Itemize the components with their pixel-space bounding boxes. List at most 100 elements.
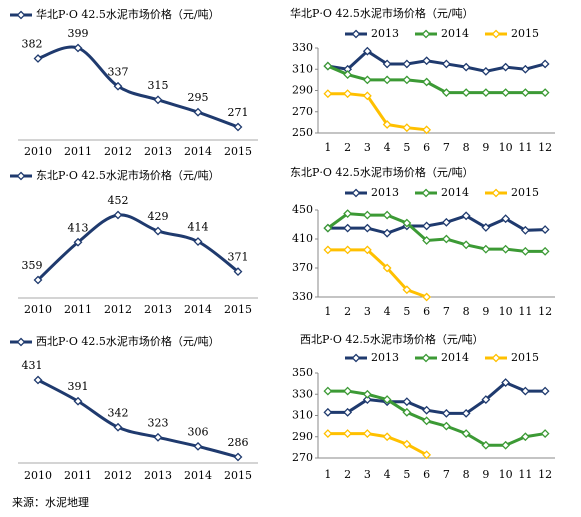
- legend-label: 2015: [511, 351, 539, 364]
- marker: [343, 429, 353, 438]
- x-tick-label: 11: [518, 141, 532, 154]
- marker: [461, 240, 471, 250]
- data-label: 414: [188, 221, 209, 234]
- marker: [343, 386, 353, 396]
- marker: [382, 210, 392, 220]
- marker: [540, 246, 550, 256]
- marker: [362, 46, 372, 56]
- marker: [520, 64, 530, 74]
- marker: [540, 429, 550, 438]
- data-label: 323: [148, 416, 169, 429]
- marker: [382, 263, 392, 273]
- marker: [422, 77, 432, 87]
- chart-title: 西北P·O 42.5水泥市场价格（元/吨）: [300, 332, 484, 346]
- marker: [422, 450, 432, 460]
- x-tick-label: 8: [463, 141, 470, 154]
- y-tick-label: 270: [292, 451, 313, 464]
- x-tick-label: 11: [518, 305, 532, 318]
- marker: [362, 245, 372, 255]
- marker: [323, 386, 333, 396]
- marker: [351, 188, 361, 198]
- marker: [382, 228, 392, 238]
- marker: [382, 75, 392, 85]
- marker: [16, 171, 26, 181]
- marker: [233, 267, 243, 277]
- marker: [402, 285, 412, 295]
- legend-label: 西北P·O 42.5水泥市场价格（元/吨）: [36, 334, 220, 348]
- data-label: 382: [22, 37, 43, 50]
- x-tick-label: 4: [384, 468, 391, 481]
- data-label: 315: [148, 79, 169, 92]
- x-tick-label: 2: [344, 468, 351, 481]
- y-tick-label: 270: [292, 105, 313, 118]
- marker: [16, 337, 26, 347]
- marker: [501, 440, 511, 450]
- marker: [422, 292, 432, 302]
- marker: [343, 209, 353, 219]
- marker: [193, 441, 203, 451]
- x-tick-label: 5: [403, 141, 410, 154]
- x-tick-label: 1: [324, 305, 331, 318]
- marker: [323, 61, 333, 71]
- marker: [461, 88, 471, 98]
- marker: [323, 89, 333, 99]
- x-tick-label: 2010: [24, 469, 52, 482]
- legend-label: 2013: [371, 27, 399, 40]
- x-tick-label: 6: [423, 468, 430, 481]
- x-tick-label: 12: [538, 468, 552, 481]
- y-tick-label: 450: [292, 203, 313, 216]
- y-tick-label: 370: [292, 261, 313, 274]
- y-tick-label: 410: [292, 232, 313, 245]
- series-line: [327, 380, 546, 415]
- marker: [481, 222, 491, 232]
- y-tick-label: 290: [292, 84, 313, 97]
- marker: [323, 429, 333, 438]
- marker: [153, 226, 163, 236]
- marker: [520, 88, 530, 98]
- marker: [362, 223, 372, 233]
- marker: [422, 416, 432, 426]
- marker: [540, 225, 550, 234]
- y-tick-label: 310: [292, 409, 313, 422]
- marker: [422, 236, 432, 245]
- legend-label: 2014: [441, 27, 469, 40]
- marker: [343, 89, 353, 99]
- x-tick-label: 8: [463, 468, 470, 481]
- marker: [193, 237, 203, 246]
- x-tick-label: 9: [482, 141, 489, 154]
- marker: [491, 188, 501, 198]
- data-label: 359: [22, 259, 43, 272]
- x-tick-label: 2014: [184, 145, 212, 158]
- marker: [33, 54, 43, 63]
- marker: [153, 432, 163, 442]
- marker: [441, 421, 451, 431]
- marker: [520, 432, 530, 442]
- marker: [343, 223, 353, 233]
- series-line: [36, 213, 239, 282]
- marker: [382, 59, 392, 69]
- x-tick-label: 4: [384, 305, 391, 318]
- data-label: 371: [228, 251, 249, 264]
- marker: [323, 245, 333, 255]
- x-tick-label: 2013: [144, 469, 172, 482]
- marker: [113, 210, 123, 220]
- y-tick-label: 330: [292, 387, 313, 400]
- x-tick-label: 3: [364, 305, 371, 318]
- data-label: 399: [68, 27, 89, 40]
- marker: [461, 62, 471, 72]
- marker: [461, 211, 471, 221]
- x-tick-label: 3: [364, 468, 371, 481]
- x-tick-label: 10: [499, 468, 513, 481]
- marker: [540, 59, 550, 69]
- marker: [422, 221, 432, 231]
- series-line: [327, 92, 427, 132]
- marker: [362, 210, 372, 220]
- marker: [193, 107, 203, 117]
- marker: [481, 66, 491, 76]
- x-tick-label: 2013: [144, 303, 172, 316]
- legend-label: 2013: [371, 351, 399, 364]
- x-tick-label: 6: [423, 141, 430, 154]
- y-tick-label: 290: [292, 430, 313, 443]
- chart-title: 东北P·O 42.5水泥市场价格（元/吨）: [290, 165, 474, 179]
- x-tick-label: 7: [443, 468, 450, 481]
